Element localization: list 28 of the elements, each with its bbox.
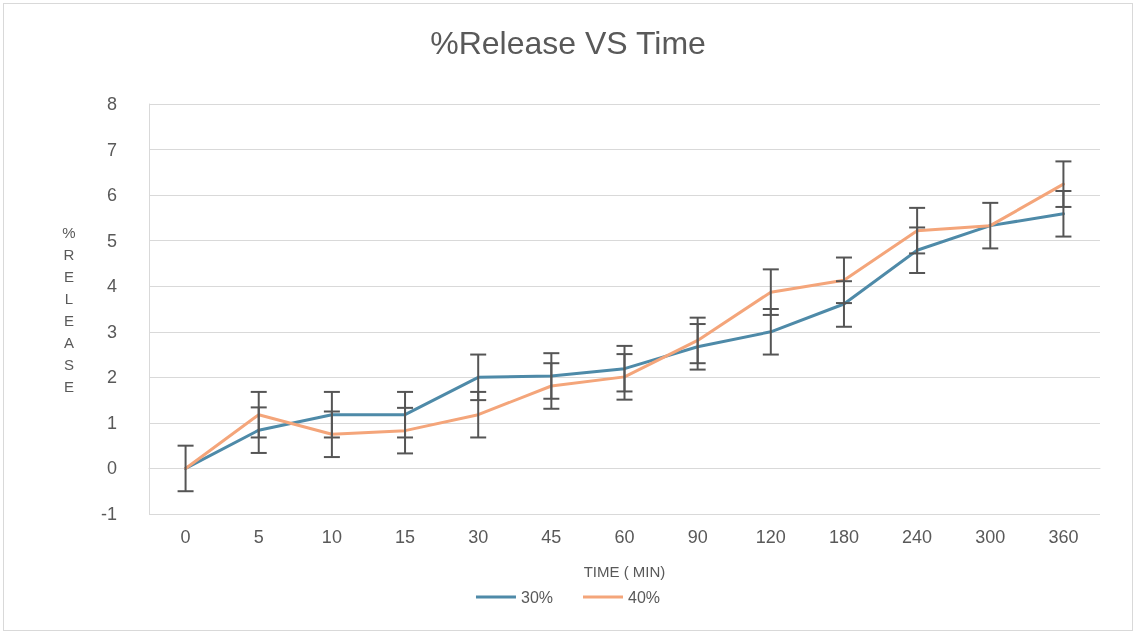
legend-label: 30%: [520, 588, 554, 606]
x-axis-title: TIME ( MIN): [583, 563, 666, 580]
x-tick-label: 360: [1048, 527, 1079, 547]
x-tick-label: 5: [253, 527, 264, 547]
x-tick-label: 180: [828, 527, 859, 547]
legend-label: 40%: [628, 588, 661, 606]
x-tick-label: 90: [687, 527, 708, 547]
y-tick-label: 6: [106, 185, 117, 206]
chart-title: %Release VS Time: [430, 25, 706, 61]
y-tick-label: 7: [106, 139, 117, 160]
x-tick-label: 30: [468, 527, 489, 547]
y-axis-title: %RELEASE: [62, 223, 76, 395]
x-tick-label: 0: [180, 527, 191, 547]
y-tick-label: 1: [106, 412, 117, 433]
x-tick-label: 15: [395, 527, 416, 547]
y-tick-label: 0: [106, 458, 117, 479]
x-tick-label: 240: [902, 527, 933, 547]
y-tick-label: 8: [106, 94, 117, 114]
x-tick-label: 10: [321, 527, 342, 547]
y-tick-label: 5: [106, 230, 117, 251]
x-tick-label: 300: [975, 527, 1006, 547]
y-tick-label: 3: [106, 321, 117, 342]
x-tick-label: 45: [541, 527, 562, 547]
x-tick-label: 120: [755, 527, 786, 547]
x-tick-label: 60: [614, 527, 635, 547]
y-tick-label: -1: [100, 504, 117, 524]
y-tick-label: 4: [106, 276, 117, 297]
y-tick-label: 2: [106, 367, 117, 388]
